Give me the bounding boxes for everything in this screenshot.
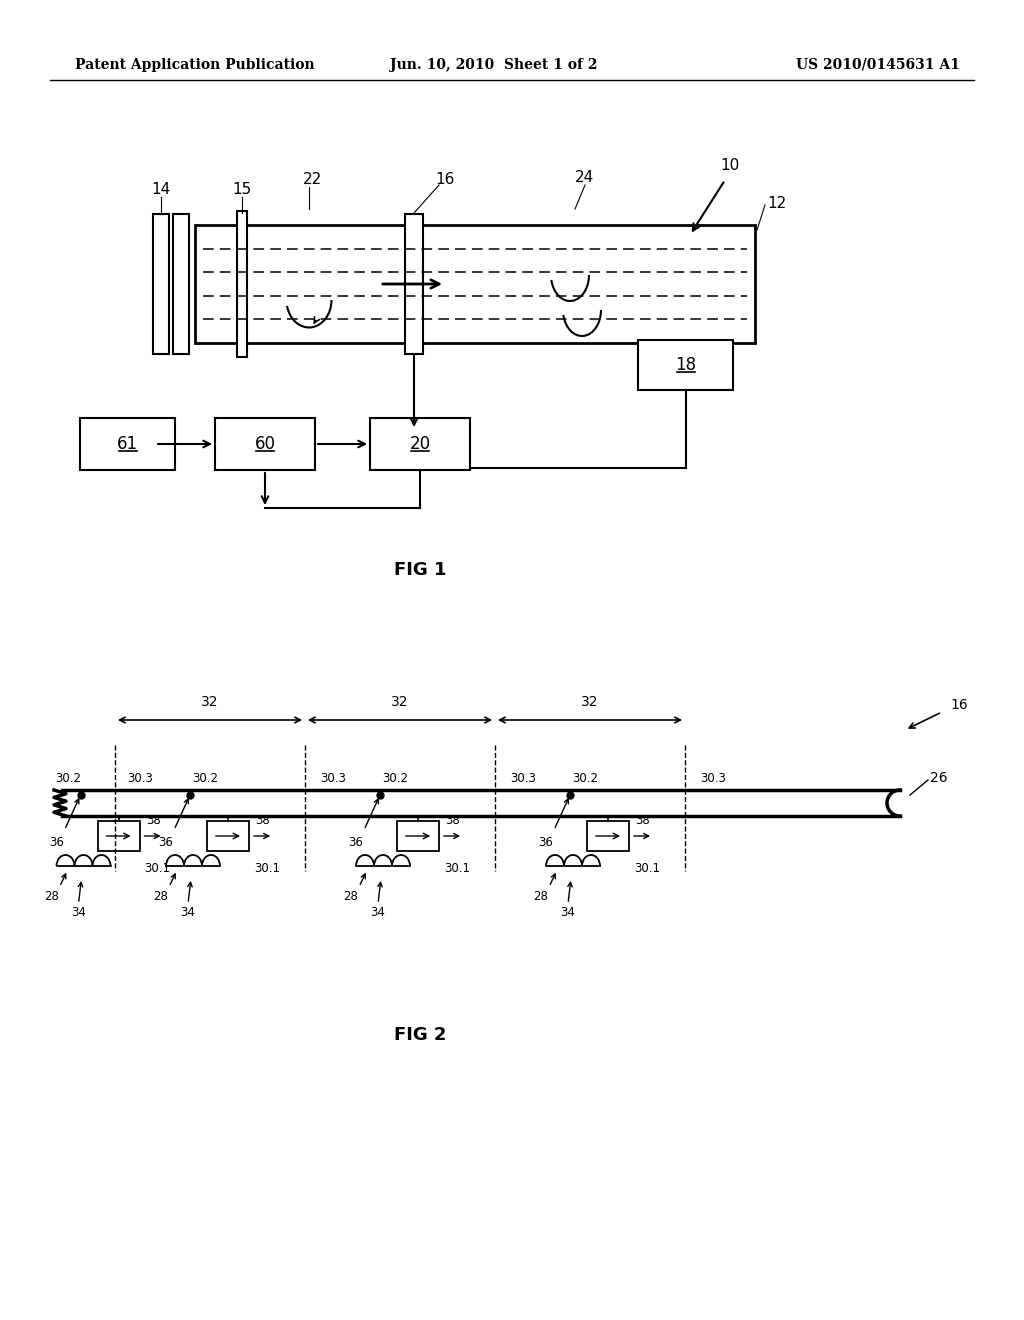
Text: 30.2: 30.2	[55, 772, 81, 785]
Bar	[397, 821, 439, 851]
Text: 28: 28	[154, 890, 168, 903]
Text: 36: 36	[348, 836, 364, 849]
Bar	[237, 211, 247, 356]
Text: 34: 34	[371, 907, 385, 920]
Bar	[80, 418, 175, 470]
Text: 22: 22	[302, 173, 322, 187]
Text: 38: 38	[636, 813, 650, 826]
Text: 36: 36	[159, 836, 173, 849]
Text: 12: 12	[767, 195, 786, 210]
Text: 32: 32	[582, 696, 599, 709]
Text: 28: 28	[534, 890, 549, 903]
Text: 30.3: 30.3	[510, 772, 536, 785]
Bar	[587, 821, 629, 851]
Text: 15: 15	[232, 182, 252, 198]
Text: 32: 32	[391, 696, 409, 709]
Text: FIG 2: FIG 2	[394, 1026, 446, 1044]
Text: 10: 10	[720, 157, 739, 173]
Text: 16: 16	[435, 173, 455, 187]
Text: 14: 14	[152, 182, 171, 198]
Text: US 2010/0145631 A1: US 2010/0145631 A1	[796, 58, 961, 73]
Text: 24: 24	[575, 169, 595, 185]
Text: 38: 38	[146, 813, 161, 826]
Text: 30.3: 30.3	[700, 772, 726, 785]
Text: 26: 26	[930, 771, 947, 785]
Bar	[406, 214, 423, 354]
Text: 30.1: 30.1	[144, 862, 171, 875]
Text: 30.2: 30.2	[572, 772, 598, 785]
Text: 38: 38	[445, 813, 461, 826]
Text: 30.1: 30.1	[254, 862, 280, 875]
Text: 60: 60	[255, 436, 275, 453]
Text: 30.1: 30.1	[444, 862, 470, 875]
Bar	[207, 821, 249, 851]
Text: 36: 36	[539, 836, 553, 849]
Text: 28: 28	[44, 890, 59, 903]
Text: 30.1: 30.1	[634, 862, 660, 875]
Bar	[195, 224, 755, 343]
Text: 20: 20	[410, 436, 430, 453]
Text: 16: 16	[950, 698, 968, 711]
Text: 28: 28	[344, 890, 358, 903]
Bar	[215, 418, 315, 470]
Text: 30.2: 30.2	[193, 772, 218, 785]
Text: Patent Application Publication: Patent Application Publication	[75, 58, 314, 73]
Text: 38: 38	[256, 813, 270, 826]
Text: 18: 18	[675, 356, 696, 374]
Text: 32: 32	[202, 696, 219, 709]
Text: 30.2: 30.2	[382, 772, 408, 785]
Text: 34: 34	[180, 907, 196, 920]
Text: 30.3: 30.3	[127, 772, 153, 785]
Text: 61: 61	[117, 436, 138, 453]
Text: 30.3: 30.3	[321, 772, 346, 785]
Text: 34: 34	[71, 907, 86, 920]
Bar	[370, 418, 470, 470]
Text: 34: 34	[560, 907, 575, 920]
Bar	[97, 821, 139, 851]
Bar	[638, 341, 733, 389]
Bar	[173, 214, 189, 354]
Text: Jun. 10, 2010  Sheet 1 of 2: Jun. 10, 2010 Sheet 1 of 2	[390, 58, 597, 73]
Text: FIG 1: FIG 1	[394, 561, 446, 579]
Text: 36: 36	[49, 836, 63, 849]
Bar	[153, 214, 169, 354]
